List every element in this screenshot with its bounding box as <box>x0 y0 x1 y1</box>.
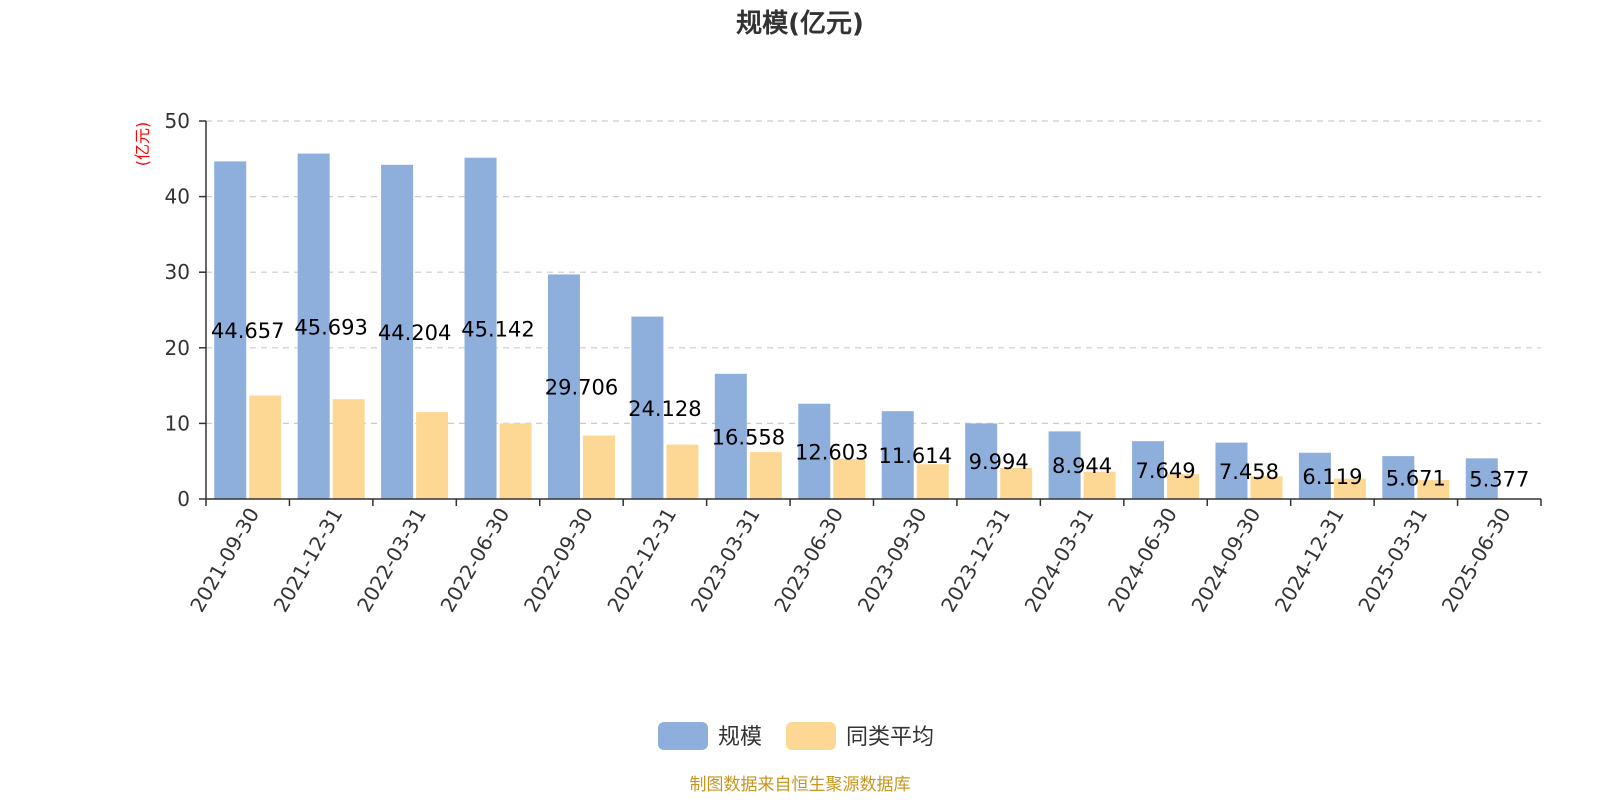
bar-peer-average <box>332 399 365 499</box>
data-label: 6.119 <box>1302 465 1362 489</box>
bar-peer-average <box>1417 480 1450 499</box>
bar-scale <box>881 411 914 499</box>
data-label: 45.693 <box>294 315 367 339</box>
bar-scale <box>297 153 330 499</box>
chart-title: 规模(亿元) <box>736 9 864 39</box>
data-label: 5.671 <box>1386 467 1446 491</box>
legend-label-scale[interactable]: 规模 <box>718 725 762 750</box>
data-label: 44.657 <box>211 319 284 343</box>
bar-peer-average <box>582 435 615 499</box>
data-label: 7.458 <box>1219 460 1279 484</box>
x-tick-label: 2024-09-30 <box>1186 504 1265 617</box>
axes: 0 10 20 30 40 50 2021-09-30 2021-12-31 2022-03-3… <box>165 109 1542 617</box>
x-tick-label: 2025-03-31 <box>1353 504 1432 617</box>
bar-peer-average <box>1000 468 1033 499</box>
x-tick-label: 2024-06-30 <box>1103 504 1182 617</box>
data-label: 24.128 <box>628 397 701 421</box>
bar-peer-average <box>1250 476 1283 499</box>
legend[interactable]: 规模 同类平均 <box>658 722 934 750</box>
x-tick-label: 2022-09-30 <box>519 504 598 617</box>
data-label: 16.558 <box>712 425 785 449</box>
y-tick-label: 10 <box>165 411 190 435</box>
data-label: 45.142 <box>461 317 534 341</box>
legend-swatch-peer-average[interactable] <box>786 722 836 750</box>
bar-peer-average <box>1333 478 1366 499</box>
bar-scale <box>798 403 831 499</box>
legend-swatch-scale[interactable] <box>658 722 708 750</box>
data-label: 29.706 <box>545 376 618 400</box>
bar-scale <box>1132 441 1165 499</box>
bar-scale <box>1382 456 1415 499</box>
bar-scale <box>1048 431 1081 499</box>
x-tick-label: 2024-12-31 <box>1270 504 1349 617</box>
data-label: 44.204 <box>378 321 451 345</box>
bar-peer-average <box>499 423 532 499</box>
x-tick-label: 2022-12-31 <box>602 504 681 617</box>
x-tick-label: 2022-06-30 <box>435 504 514 617</box>
bar-scale <box>464 157 497 499</box>
data-label: 9.994 <box>969 450 1029 474</box>
bars <box>214 153 1498 500</box>
x-tick-label: 2023-06-30 <box>769 504 848 617</box>
y-tick-label: 50 <box>165 109 190 133</box>
bar-peer-average <box>916 464 949 499</box>
data-label: 11.614 <box>878 444 951 468</box>
bar-scale <box>714 373 747 499</box>
data-label: 7.649 <box>1135 459 1195 483</box>
y-tick-label: 0 <box>177 487 190 511</box>
bar-scale <box>1465 458 1498 499</box>
x-tick-label: 2023-12-31 <box>936 504 1015 617</box>
bar-scale <box>1298 452 1331 499</box>
data-label: 8.944 <box>1052 454 1112 478</box>
x-tick-label: 2024-03-31 <box>1020 504 1099 617</box>
bar-scale <box>1215 442 1248 499</box>
bar-peer-average <box>1167 474 1200 499</box>
y-tick-label: 20 <box>165 336 190 360</box>
bar-scale <box>965 423 998 499</box>
bar-peer-average <box>416 412 449 499</box>
legend-label-peer-average[interactable]: 同类平均 <box>846 725 934 750</box>
y-unit-label: (亿元) <box>133 122 152 167</box>
source-note: 制图数据来自恒生聚源数据库 <box>690 775 911 795</box>
data-label: 5.377 <box>1469 468 1529 492</box>
x-tick-label: 2021-12-31 <box>269 504 348 617</box>
bar-peer-average <box>749 452 782 499</box>
x-tick-label: 2021-09-30 <box>185 504 264 617</box>
x-tick-label: 2023-03-31 <box>686 504 765 617</box>
bar-scale <box>547 274 580 499</box>
bar-scale <box>631 316 664 499</box>
x-tick-label: 2022-03-31 <box>352 504 431 617</box>
bar-peer-average <box>833 458 866 499</box>
data-labels: 44.657 45.693 44.204 45.142 29.706 24.128 16.5… <box>211 315 1529 491</box>
bar-peer-average <box>666 444 699 499</box>
data-label: 12.603 <box>795 440 868 464</box>
bar-peer-average <box>249 395 282 499</box>
x-tick-label: 2025-06-30 <box>1437 504 1516 617</box>
bar-scale <box>214 161 247 500</box>
bar-peer-average <box>1083 471 1116 499</box>
y-tick-label: 30 <box>165 260 190 284</box>
x-tick-label: 2023-09-30 <box>853 504 932 617</box>
bar-scale <box>381 164 414 500</box>
y-tick-label: 40 <box>165 185 190 209</box>
